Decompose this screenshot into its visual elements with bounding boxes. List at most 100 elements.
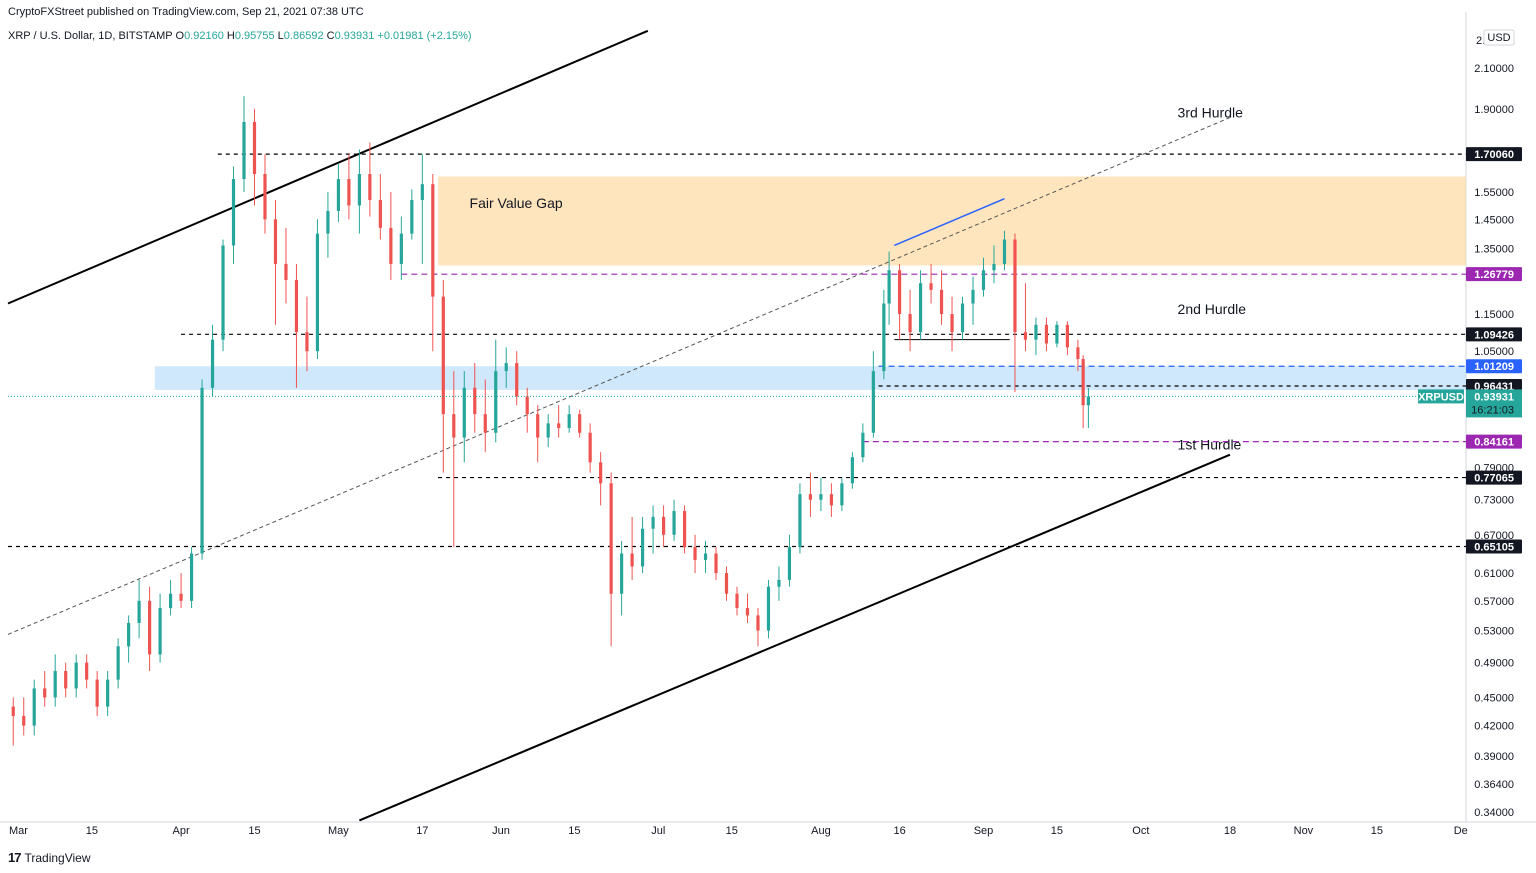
y-tick-6: 1.05000 (1474, 346, 1514, 358)
candle-body-2 (32, 688, 36, 726)
candle-body-61 (651, 516, 655, 529)
candle-body-94 (992, 263, 996, 271)
tradingview-logo-icon: 17 (8, 850, 22, 865)
level-tag-text-5: 0.84161 (1474, 437, 1514, 449)
candle-body-33 (357, 174, 361, 206)
x-tick-9: 15 (726, 825, 738, 837)
candle-body-34 (368, 174, 372, 201)
candle-body-53 (567, 414, 571, 429)
candle-body-6 (74, 662, 78, 689)
candle-body-68 (724, 573, 729, 594)
candle-body-35 (378, 200, 382, 228)
candle-body-81 (861, 432, 865, 458)
candle-body-23 (252, 121, 257, 175)
x-tick-15: 18 (1224, 825, 1236, 837)
x-tick-12: Sep (974, 825, 994, 837)
candle-body-28 (305, 332, 309, 352)
candle-body-67 (714, 553, 718, 574)
candle-body-17 (189, 553, 194, 601)
x-tick-13: 15 (1051, 825, 1063, 837)
candle-body-5 (64, 671, 68, 689)
y-tick-8: 0.73000 (1474, 495, 1514, 507)
symbol-label: XRP / U.S. Dollar, 1D, BITSTAMP (8, 30, 173, 42)
y-tick-7: 0.79000 (1474, 462, 1514, 474)
candle-body-43 (462, 387, 466, 438)
candle-body-15 (168, 593, 173, 609)
candle-body-98 (1034, 324, 1038, 340)
candle-body-91 (960, 303, 965, 333)
x-tick-14: Oct (1132, 825, 1149, 837)
trendline-0 (7, 29, 649, 305)
candle-body-39 (420, 184, 424, 201)
candle-body-51 (546, 423, 550, 438)
candle-body-92 (971, 289, 975, 304)
candle-body-90 (950, 314, 954, 333)
x-tick-11: 16 (893, 825, 905, 837)
close-value: 0.93931 (334, 30, 375, 42)
open-value: 0.92160 (184, 30, 224, 42)
candle-body-12 (137, 600, 141, 623)
candle-body-73 (777, 579, 781, 587)
candle-body-64 (682, 511, 687, 548)
candle-body-3 (43, 688, 47, 698)
candle-body-14 (158, 608, 162, 655)
candle-body-88 (929, 283, 933, 290)
y-tick-11: 0.57000 (1474, 596, 1514, 608)
candle-body-93 (981, 270, 986, 290)
candle-body-74 (787, 547, 792, 580)
candle-body-36 (389, 227, 393, 264)
low-label: L (277, 30, 284, 42)
high-value: 0.95755 (234, 30, 275, 42)
y-tick-17: 0.36400 (1474, 779, 1514, 791)
close-label: C (326, 30, 335, 42)
candle-body-47 (504, 363, 508, 372)
candle-body-62 (661, 516, 666, 535)
candle-body-31 (336, 179, 341, 211)
level-tag-3 (1466, 359, 1522, 374)
candle-body-87 (918, 283, 923, 333)
x-tick-6: Jun (492, 825, 510, 837)
y-tick-18: 0.34000 (1474, 807, 1514, 819)
candle-body-44 (473, 387, 477, 415)
level-tag-text-0: 1.70060 (1474, 149, 1514, 161)
x-tick-18: De (1454, 825, 1468, 837)
y-tick-5: 1.15000 (1474, 309, 1514, 321)
candle-body-10 (116, 646, 120, 680)
annotation-0: Fair Value Gap (470, 195, 563, 211)
candle-body-97 (1023, 332, 1028, 340)
candle-body-77 (819, 494, 823, 500)
candle-body-1 (22, 715, 26, 726)
candle-body-13 (148, 600, 152, 655)
candle-body-42 (452, 414, 456, 438)
y-tick-9: 0.67000 (1474, 530, 1514, 542)
candle-body-84 (887, 270, 891, 304)
candle-body-83 (882, 303, 886, 372)
candle-body-58 (620, 553, 624, 594)
currency-badge-text: USD (1487, 32, 1510, 44)
symbol-tag (1418, 389, 1464, 404)
high-label: H (226, 30, 235, 42)
level-tag-text-1: 1.26779 (1474, 269, 1514, 281)
candle-body-82 (871, 371, 875, 433)
candle-body-48 (515, 363, 519, 397)
candle-body-49 (525, 396, 529, 415)
candle-body-40 (431, 184, 435, 297)
level-tag-text-3: 1.01209 (1474, 361, 1514, 373)
candle-body-16 (179, 593, 183, 601)
x-tick-1: 15 (86, 825, 98, 837)
y-tick-15: 0.42000 (1474, 721, 1514, 733)
candle-body-65 (693, 547, 697, 560)
x-tick-2: Apr (173, 825, 190, 837)
level-tag-5 (1466, 434, 1522, 449)
y-tick-4: 1.35000 (1474, 244, 1514, 256)
y-tick-13: 0.49000 (1474, 658, 1514, 670)
y-tick-16: 0.39000 (1474, 751, 1514, 763)
candle-body-54 (578, 414, 582, 433)
candle-body-21 (231, 179, 236, 246)
candle-body-99 (1044, 324, 1049, 344)
trendline-3 (894, 198, 1005, 247)
countdown-text: 16:21:03 (1471, 404, 1514, 416)
candle-body-80 (850, 457, 854, 484)
x-tick-10: Aug (811, 825, 831, 837)
